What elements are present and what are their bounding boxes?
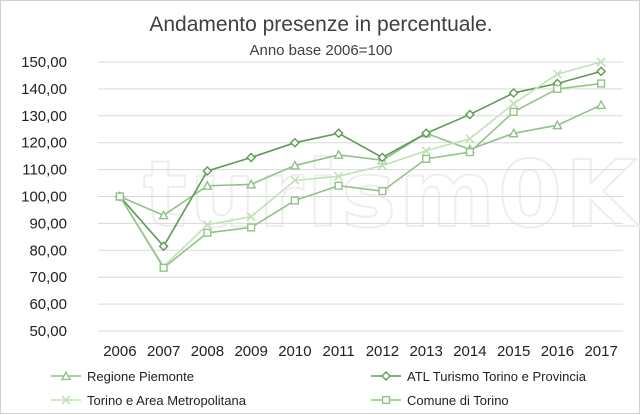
series-3 [115, 79, 606, 272]
y-tick-label: 80,00 [29, 242, 67, 259]
x-tick-label: 2009 [234, 343, 267, 360]
y-tick-label: 120,00 [21, 135, 67, 152]
data-point-diamond [421, 128, 432, 139]
data-point-square [422, 154, 431, 163]
data-point-triangle [595, 99, 607, 110]
data-point-x [290, 175, 300, 185]
data-point-x [596, 57, 606, 67]
series-line [119, 70, 602, 248]
y-tick-label: 90,00 [29, 215, 67, 232]
y-tick-label: 100,00 [21, 189, 67, 206]
data-point-square [465, 148, 474, 157]
data-point-diamond [596, 66, 607, 77]
y-tick-label: 150,00 [21, 54, 67, 71]
data-point-square [597, 79, 606, 88]
data-point-square [509, 107, 518, 116]
data-point-diamond [202, 165, 213, 176]
data-point-square [290, 196, 299, 205]
y-tick-label: 140,00 [21, 81, 67, 98]
legend-item: Torino e Area Metropolitana [51, 393, 247, 408]
data-point-triangle [245, 178, 257, 189]
y-tick-label: 50,00 [29, 323, 67, 340]
x-tick-label: 2011 [322, 343, 354, 360]
data-point-x [509, 99, 519, 109]
data-point-x [377, 160, 387, 171]
y-tick-label: 110,00 [22, 162, 67, 179]
x-tick-label: 2010 [278, 343, 311, 360]
data-point-x [334, 171, 344, 181]
data-point-triangle [60, 370, 72, 381]
chart-title: Andamento presenze in percentuale. [149, 13, 492, 36]
series-line [119, 82, 602, 269]
legend-label: Regione Piemonte [87, 369, 194, 384]
data-point-square [334, 181, 343, 190]
data-point-triangle [289, 160, 301, 170]
data-point-triangle [552, 119, 563, 130]
data-point-x [202, 220, 212, 230]
data-point-triangle [158, 209, 169, 220]
x-axis-ticks: 2006 2007 2008 2009 2010 2011 2012 2013 2014 2015… [103, 343, 618, 360]
data-point-square [378, 187, 387, 196]
data-point-square [381, 395, 391, 405]
data-point-diamond [246, 152, 257, 163]
legend: Regione Piemonte ATL Turismo Torino e Pro… [51, 369, 587, 408]
x-tick-label: 2016 [541, 343, 574, 360]
y-tick-label: 130,00 [21, 108, 67, 125]
x-tick-label: 2013 [409, 343, 442, 360]
legend-item: Regione Piemonte [51, 369, 194, 384]
series-0 [114, 99, 607, 220]
legend-label: Torino e Area Metropolitana [87, 393, 247, 408]
data-point-diamond [508, 87, 519, 98]
x-tick-label: 2007 [147, 343, 180, 360]
data-point-diamond [333, 128, 344, 139]
data-point-diamond [158, 241, 169, 252]
data-point-square [159, 263, 168, 272]
data-point-x [552, 69, 562, 79]
data-point-square [203, 228, 212, 237]
data-point-square [115, 192, 124, 201]
legend-item: Comune di Torino [371, 393, 509, 408]
x-tick-label: 2017 [584, 343, 617, 360]
y-tick-label: 70,00 [29, 269, 67, 286]
legend-item: ATL Turismo Torino e Provincia [371, 369, 587, 384]
y-axis-ticks: 50,00 60,00 70,00 80,00 90,00 100,00 110,00 120… [21, 54, 67, 340]
data-point-diamond [381, 371, 391, 381]
data-point-x [246, 212, 256, 222]
x-tick-label: 2008 [191, 343, 224, 360]
x-tick-label: 2015 [497, 343, 530, 360]
data-point-x [421, 146, 431, 156]
data-point-square [553, 84, 562, 94]
data-point-triangle [202, 180, 213, 190]
data-point-diamond [464, 109, 475, 120]
data-point-x [465, 134, 475, 144]
legend-label: Comune di Torino [407, 393, 509, 408]
x-tick-label: 2006 [103, 343, 136, 360]
series-line [119, 61, 602, 268]
data-point-x [61, 395, 71, 405]
series-group [114, 57, 607, 272]
data-point-diamond [289, 137, 300, 148]
data-point-triangle [508, 127, 519, 138]
series-line [119, 104, 602, 217]
data-point-square [247, 223, 256, 232]
y-tick-label: 60,00 [29, 296, 67, 313]
data-point-diamond [377, 152, 388, 163]
x-tick-label: 2012 [366, 343, 399, 360]
legend-label: ATL Turismo Torino e Provincia [407, 369, 587, 384]
x-tick-label: 2014 [453, 343, 486, 360]
chart-subtitle: Anno base 2006=100 [249, 42, 392, 59]
gridlines [98, 61, 623, 332]
data-point-triangle [333, 149, 344, 159]
